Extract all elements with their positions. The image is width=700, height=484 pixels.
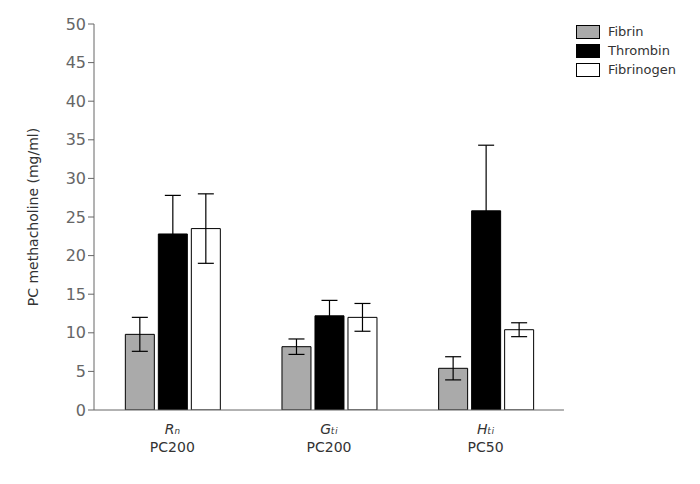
svg-text:20: 20 [66, 246, 86, 265]
svg-text:25: 25 [66, 208, 86, 227]
svg-text:HₜᵢPC50: HₜᵢPC50 [468, 421, 504, 455]
svg-text:RₙPC200: RₙPC200 [150, 421, 195, 455]
html-text:Fibrinogen: Fibrinogen [608, 62, 676, 77]
svg-text:35: 35 [66, 130, 86, 149]
svg-text:0: 0 [76, 401, 86, 420]
svg-text:40: 40 [66, 92, 86, 111]
svg-text:PC methacholine (mg/ml): PC methacholine (mg/ml) [25, 128, 41, 306]
svg-text:15: 15 [66, 285, 86, 304]
svg-text:GₜᵢPC200: GₜᵢPC200 [307, 421, 352, 455]
svg-text:5: 5 [76, 362, 86, 381]
svg-text:50: 50 [66, 15, 86, 34]
svg-text:10: 10 [66, 323, 86, 342]
html-text:Fibrin: Fibrin [608, 24, 644, 39]
html-text:Thrombin: Thrombin [608, 43, 670, 58]
svg-text:45: 45 [66, 53, 86, 72]
svg-text:30: 30 [66, 169, 86, 188]
